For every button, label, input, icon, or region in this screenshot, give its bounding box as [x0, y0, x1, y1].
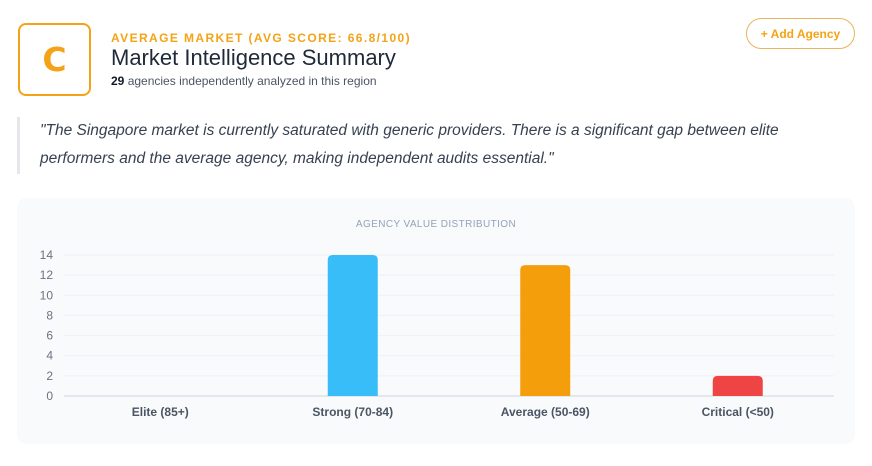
grade-badge: C [18, 23, 91, 96]
agency-count-suffix: agencies independently analyzed in this … [124, 74, 377, 88]
x-category-label: Critical (<50) [702, 405, 774, 419]
x-category-label: Elite (85+) [132, 405, 189, 419]
bar-strong[interactable] [327, 255, 378, 396]
agency-count-subtitle: 29 agencies independently analyzed in th… [111, 74, 377, 88]
bar-average[interactable] [520, 265, 571, 396]
y-tick-label: 4 [46, 349, 53, 363]
page-title: Market Intelligence Summary [111, 45, 396, 70]
y-tick-label: 2 [46, 369, 53, 383]
y-tick-label: 12 [40, 268, 54, 282]
market-rating-eyebrow: AVERAGE MARKET (AVG SCORE: 66.8/100) [111, 31, 412, 45]
add-agency-button[interactable]: + Add Agency [746, 18, 855, 49]
chart-title: AGENCY VALUE DISTRIBUTION [356, 219, 516, 230]
y-tick-label: 6 [46, 329, 53, 343]
y-tick-label: 8 [46, 308, 53, 322]
y-tick-label: 0 [46, 389, 53, 403]
y-tick-label: 10 [40, 288, 54, 302]
agency-count: 29 [111, 74, 125, 88]
x-category-label: Average (50-69) [501, 405, 590, 419]
y-tick-label: 14 [40, 248, 54, 262]
grade-letter: C [42, 40, 67, 79]
distribution-chart-card: AGENCY VALUE DISTRIBUTION 0 2 4 6 8 10 12 14 El… [17, 198, 855, 444]
x-category-label: Strong (70-84) [312, 405, 393, 419]
distribution-chart: AGENCY VALUE DISTRIBUTION 0 2 4 6 8 10 12 14 El… [40, 219, 834, 419]
market-summary-quote: "The Singapore market is currently satur… [17, 117, 852, 174]
bar-critical[interactable] [712, 375, 763, 396]
